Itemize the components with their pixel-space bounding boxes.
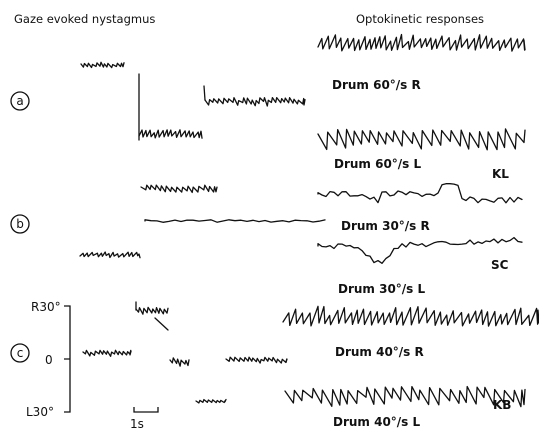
svg-text:b: b	[16, 217, 24, 231]
subject-label-b: SC	[491, 258, 509, 272]
gaze-trace-b-bottom	[79, 251, 141, 259]
drum-label-c-right: Drum 40°/s R	[335, 345, 424, 359]
gaze-trace-c-center2	[169, 357, 190, 367]
subject-label-a: KL	[492, 167, 509, 181]
gaze-trace-a-left	[138, 129, 203, 139]
axis-top-label: R30°	[31, 300, 61, 314]
gaze-drift-c	[154, 317, 169, 331]
gaze-trace-b-top	[140, 184, 218, 194]
axis-zero-label: 0	[45, 353, 53, 367]
okn-trace-c-left	[284, 385, 526, 408]
gaze-header: Gaze evoked nystagmus	[14, 12, 155, 26]
gaze-trace-c-top	[135, 306, 169, 315]
drum-label-a-left: Drum 60°/s L	[334, 157, 422, 171]
okn-trace-b-left	[317, 236, 523, 264]
gaze-trace-c-bottom	[195, 398, 227, 404]
okn-header: Optokinetic responses	[356, 12, 484, 26]
drum-label-b-right: Drum 30°/s R	[341, 219, 430, 233]
drum-label-b-left: Drum 30°/s L	[338, 282, 426, 296]
gaze-step-a2	[203, 85, 206, 101]
okn-trace-a-left	[317, 128, 526, 151]
time-scale-label: 1s	[130, 417, 144, 431]
okn-trace-c-right	[282, 305, 539, 327]
gaze-trace-b-mid	[144, 219, 326, 223]
subject-label-c: KB	[493, 398, 511, 412]
panel-label-a: a	[10, 91, 30, 111]
gaze-trace-a-right	[204, 96, 306, 107]
svg-text:a: a	[16, 94, 23, 108]
svg-text:c: c	[17, 346, 24, 360]
drum-label-a-right: Drum 60°/s R	[332, 78, 421, 92]
gaze-trace-c-center3	[225, 356, 288, 364]
position-axis: R30° 0 L30°	[26, 300, 71, 419]
eye-movement-traces	[79, 33, 539, 408]
time-scale-bar: 1s	[130, 407, 159, 431]
gaze-trace-a-center	[80, 61, 125, 69]
okn-trace-a-right	[317, 33, 526, 52]
gaze-trace-c-center	[82, 349, 132, 357]
drum-label-c-left: Drum 40°/s L	[333, 415, 421, 429]
axis-bottom-label: L30°	[26, 405, 54, 419]
panel-label-b: b	[10, 214, 30, 234]
okn-trace-b-right	[317, 183, 523, 204]
panel-label-c: c	[10, 343, 30, 363]
